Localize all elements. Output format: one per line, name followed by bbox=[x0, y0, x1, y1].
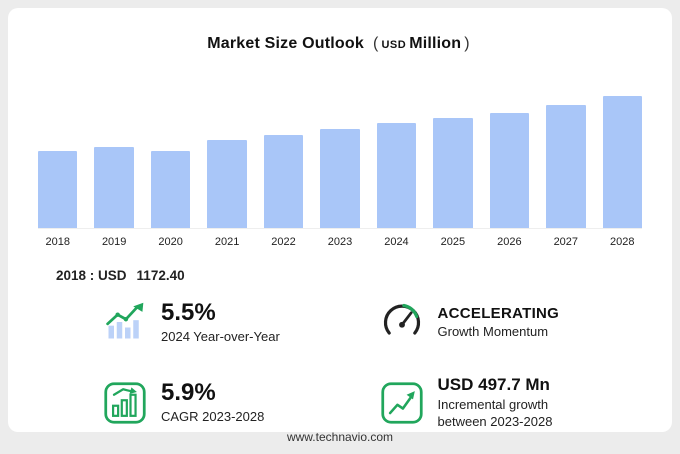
x-label-2024: 2024 bbox=[384, 236, 409, 248]
bar-2019 bbox=[94, 147, 134, 228]
line-chart-icon bbox=[380, 381, 424, 425]
base-year-value: 1172.40 bbox=[136, 268, 185, 283]
x-label-2026: 2026 bbox=[497, 236, 522, 248]
stat-momentum-value: ACCELERATING bbox=[437, 304, 560, 322]
base-year-note: 2018 : USD 1172.40 bbox=[56, 268, 672, 283]
stat-incremental: USD 497.7 Mn Incremental growth between … bbox=[380, 375, 611, 430]
x-label-2025: 2025 bbox=[440, 236, 466, 248]
bar-2018 bbox=[38, 151, 78, 228]
bar-2028 bbox=[602, 96, 642, 228]
stat-cagr: 5.9% CAGR 2023-2028 bbox=[103, 375, 334, 430]
footer-url: www.technavio.com bbox=[286, 429, 394, 444]
base-year-prefix: 2018 : USD bbox=[56, 268, 127, 283]
gauge-icon bbox=[380, 300, 424, 344]
stat-cagr-value: 5.9% bbox=[161, 379, 216, 407]
chart-bars bbox=[38, 89, 642, 229]
stat-incremental-label: Incremental growth between 2023-2028 bbox=[437, 397, 553, 429]
x-label-2019: 2019 bbox=[101, 236, 127, 248]
stat-yoy-label: 2024 Year-over-Year bbox=[161, 329, 280, 344]
bar-2021 bbox=[207, 140, 247, 228]
stat-yoy-value: 5.5% bbox=[161, 299, 216, 326]
stat-incremental-value: USD 497.7 Mn bbox=[437, 375, 550, 395]
bar-2026 bbox=[489, 113, 530, 228]
stat-momentum: ACCELERATING Growth Momentum bbox=[380, 299, 611, 345]
x-label-2027: 2027 bbox=[553, 236, 579, 248]
bars-up-arrow-icon bbox=[103, 300, 147, 344]
bar-chart-icon bbox=[103, 381, 147, 425]
stat-yoy: 5.5% 2024 Year-over-Year bbox=[103, 299, 334, 345]
chart-labels: 2018 2019 2020 2021 2022 2023 2024 2025 2026 2027… bbox=[38, 236, 642, 248]
x-label-2023: 2023 bbox=[327, 236, 353, 248]
x-label-2018: 2018 bbox=[45, 236, 70, 248]
bar-2027 bbox=[546, 105, 586, 228]
x-label-2020: 2020 bbox=[158, 236, 183, 248]
bar-chart: 2018 2019 2020 2021 2022 2023 2024 2025 2026 2027… bbox=[38, 89, 642, 248]
bar-2024 bbox=[376, 123, 417, 228]
infographic-card: Market Size Outlook (USD Million) 2018 2019… bbox=[8, 8, 672, 444]
title-main: Market Size Outlook bbox=[207, 35, 364, 52]
title-currency: USD bbox=[381, 39, 407, 51]
title-paren-left: ( bbox=[372, 35, 379, 52]
title-paren-right: ) bbox=[464, 35, 470, 52]
bar-2022 bbox=[263, 135, 304, 228]
bar-2025 bbox=[433, 118, 473, 228]
x-label-2022: 2022 bbox=[271, 236, 296, 248]
bar-2023 bbox=[320, 129, 360, 228]
bar-2020 bbox=[150, 151, 191, 228]
page-title: Market Size Outlook (USD Million) bbox=[8, 35, 672, 53]
x-label-2028: 2028 bbox=[610, 236, 635, 248]
stat-cagr-label: CAGR 2023-2028 bbox=[161, 409, 265, 425]
stats-grid: 5.5% 2024 Year-over-Year ACCELERATING Gr… bbox=[103, 299, 610, 430]
stat-momentum-label: Growth Momentum bbox=[437, 323, 549, 339]
title-unit: Million bbox=[409, 35, 462, 52]
x-label-2021: 2021 bbox=[214, 236, 240, 248]
